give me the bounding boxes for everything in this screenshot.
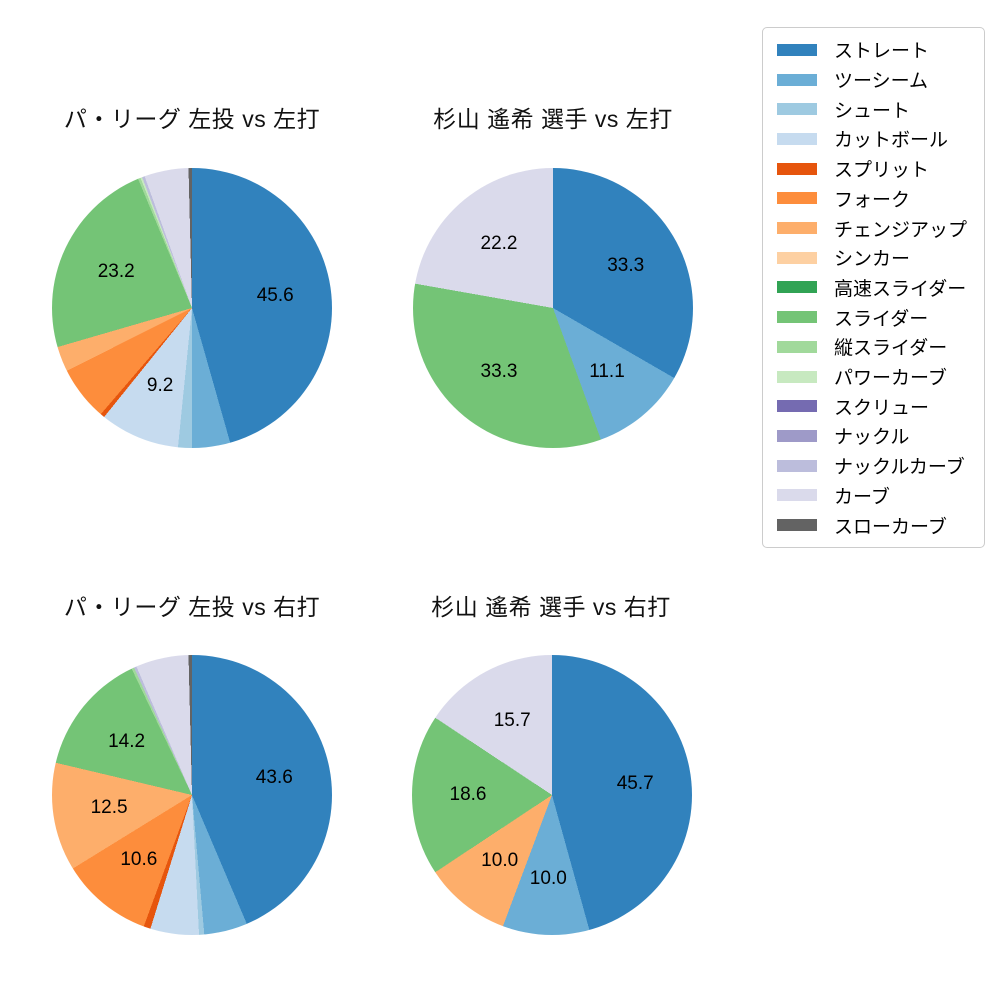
chart-title-pa-league-vs-right: パ・リーグ 左投 vs 右打: [63, 594, 321, 620]
pie-chart-sugiyama-vs-right: 45.7 10.0 10.0 18.6 15.7: [412, 655, 692, 935]
legend-item-list: ストレートツーシームシュートカットボール スプリットフォークチェンジアップ シンカー…: [773, 35, 974, 540]
pie-slice-value-label: 22.2: [480, 232, 518, 254]
legend-label: フォーク: [834, 189, 911, 211]
legend-label: シンカー: [834, 249, 911, 271]
legend-item: シンカー: [773, 243, 974, 272]
pie-slice-value-label: 43.6: [255, 767, 293, 789]
legend-item: スライダー: [773, 303, 974, 332]
legend-label: 縦スライダー: [834, 338, 948, 360]
legend-item: ストレート: [773, 35, 974, 64]
legend-item: スプリット: [773, 154, 974, 183]
legend-color-swatch: [777, 370, 817, 383]
legend-color-swatch: [777, 459, 817, 472]
pie-slice-value-label: 14.2: [108, 731, 146, 753]
legend-label: 高速スライダー: [834, 278, 967, 300]
legend-item: カーブ: [773, 481, 974, 510]
pie-slice-value-label: 9.2: [146, 374, 174, 396]
pie-slice-value-label: 10.0: [481, 849, 519, 871]
pie-slice-value-label: 12.5: [90, 797, 128, 819]
legend-item: シュート: [773, 95, 974, 124]
pie-chart-pa-league-vs-right: 43.6 10.6 12.5 14.2: [52, 655, 332, 935]
pie-slice-value-label: 45.7: [616, 772, 654, 794]
pie-slice-value-label: 33.3: [480, 361, 518, 383]
legend-label: スローカーブ: [834, 516, 947, 538]
legend-label: スプリット: [834, 160, 930, 182]
legend-label: スクリュー: [834, 397, 930, 419]
legend-color-swatch: [777, 73, 817, 86]
legend-label: スライダー: [834, 308, 929, 330]
pie-chart-pa-league-vs-left: 45.6 9.2 23.2: [52, 168, 332, 448]
legend-label: ナックルカーブ: [834, 457, 965, 479]
pie-slice-value-label: 33.3: [607, 255, 645, 276]
legend-label: カットボール: [834, 130, 949, 152]
legend-label: ストレート: [834, 41, 930, 63]
legend-item: 縦スライダー: [773, 332, 974, 361]
legend-color-swatch: [777, 192, 817, 205]
legend-item: ナックルカーブ: [773, 451, 974, 480]
legend-color-swatch: [777, 519, 817, 532]
pie-slice-value-label: 18.6: [449, 784, 487, 805]
legend-color-swatch: [777, 281, 817, 294]
chart-title-sugiyama-vs-left: 杉山 遙希 選手 vs 左打: [433, 106, 673, 132]
legend-color-swatch: [777, 43, 817, 56]
legend-color-swatch: [777, 311, 817, 324]
legend-color-swatch: [777, 251, 817, 264]
pie-slice-value-label: 11.1: [589, 361, 625, 383]
legend: ストレートツーシームシュートカットボール スプリットフォークチェンジアップ シンカー…: [762, 27, 985, 548]
chart-title-sugiyama-vs-right: 杉山 遙希 選手 vs 右打: [431, 594, 671, 620]
legend-label: カーブ: [834, 486, 890, 508]
legend-color-swatch: [777, 400, 817, 413]
legend-item: スクリュー: [773, 392, 974, 421]
legend-item: ナックル: [773, 421, 974, 450]
legend-color-swatch: [777, 162, 817, 175]
legend-color-swatch: [777, 103, 817, 116]
legend-item: チェンジアップ: [773, 214, 974, 243]
legend-color-swatch: [777, 489, 817, 502]
legend-color-swatch: [777, 429, 817, 442]
legend-item: ツーシーム: [773, 65, 974, 94]
pie-slice-value-label: 23.2: [97, 260, 135, 282]
legend-label: パワーカーブ: [834, 368, 947, 390]
legend-item: パワーカーブ: [773, 362, 974, 391]
legend-item: カットボール: [773, 124, 974, 153]
legend-color-swatch: [777, 340, 817, 353]
legend-item: 高速スライダー: [773, 273, 974, 302]
legend-label: ナックル: [834, 427, 910, 449]
legend-color-swatch: [777, 132, 817, 145]
pie-slice-value-label: 15.7: [493, 710, 531, 731]
legend-label: シュート: [834, 100, 911, 122]
pie-slice-value-label: 10.6: [120, 849, 158, 871]
legend-color-swatch: [777, 222, 817, 235]
legend-item: スローカーブ: [773, 511, 974, 540]
pie-chart-sugiyama-vs-left: 33.3 11.1 33.3 22.2: [413, 168, 693, 448]
legend-label: ツーシーム: [834, 71, 929, 93]
legend-label: チェンジアップ: [834, 219, 968, 241]
pie-slice-value-label: 45.6: [256, 285, 294, 307]
chart-title-pa-league-vs-left: パ・リーグ 左投 vs 左打: [63, 106, 321, 132]
legend-item: フォーク: [773, 184, 974, 213]
pie-slice-value-label: 10.0: [529, 867, 567, 889]
